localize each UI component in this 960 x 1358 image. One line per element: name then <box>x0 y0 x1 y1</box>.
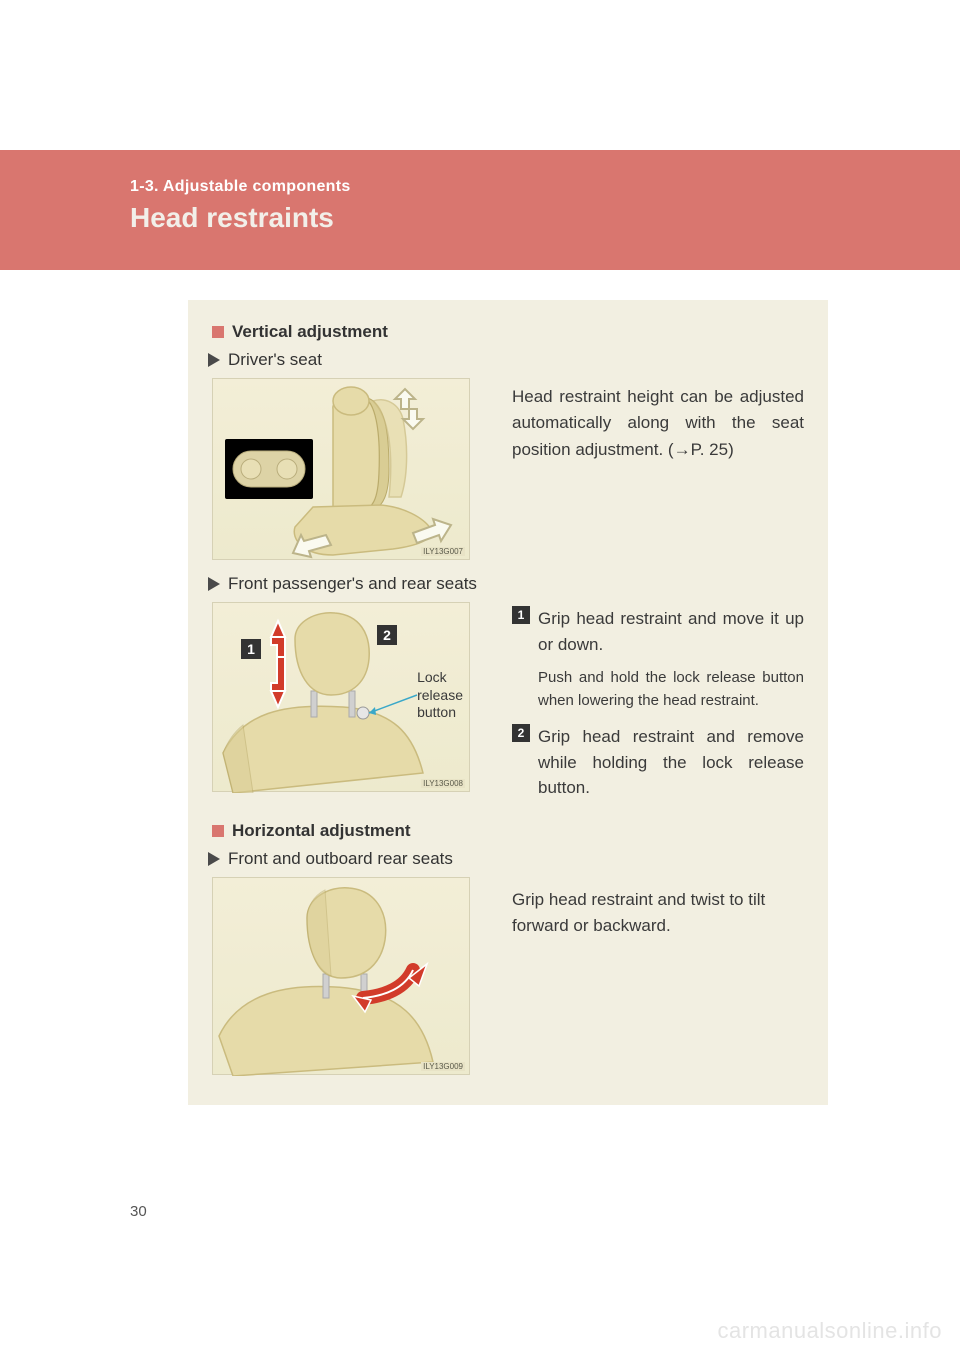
sub-driver-seat: Driver's seat <box>208 350 804 370</box>
illus-code-2: ILY13G008 <box>421 779 465 788</box>
svg-text:1: 1 <box>247 641 255 657</box>
illustration-driver-seat: ILY13G007 <box>212 378 470 560</box>
driver-seat-desc: Head restraint height can be adjusted au… <box>512 384 804 463</box>
sub-passenger-seat: Front passenger's and rear seats <box>208 574 804 594</box>
step-1: 1 Grip head restraint and move it up or … <box>512 606 804 712</box>
horizontal-desc: Grip head restraint and twist to tilt fo… <box>512 887 804 940</box>
step-1-sub: Push and hold the lock release button wh… <box>538 667 804 712</box>
square-bullet-icon <box>212 825 224 837</box>
horizontal-label: Front and outboard rear seats <box>228 849 453 869</box>
illus-code-3: ILY13G009 <box>421 1062 465 1071</box>
illustration-horizontal: ILY13G009 <box>212 877 470 1075</box>
passenger-seat-label: Front passenger's and rear seats <box>228 574 477 594</box>
step-1-text: Grip head restraint and move it up or do… <box>538 606 804 657</box>
driver-seat-svg <box>213 379 471 561</box>
step-badge-1: 1 <box>512 606 530 624</box>
heading-horizontal-text: Horizontal adjustment <box>232 821 411 841</box>
sub-horizontal: Front and outboard rear seats <box>208 849 804 869</box>
heading-horizontal: Horizontal adjustment <box>212 821 804 841</box>
svg-text:2: 2 <box>383 627 391 643</box>
triangle-bullet-icon <box>208 577 220 591</box>
triangle-bullet-icon <box>208 852 220 866</box>
step-2: 2 Grip head restraint and remove while h… <box>512 724 804 801</box>
page-title: Head restraints <box>130 196 960 234</box>
illustration-passenger-seat: 1 2 Lock release button ILY13G008 <box>212 602 470 792</box>
triangle-bullet-icon <box>208 353 220 367</box>
driver-seat-label: Driver's seat <box>228 350 322 370</box>
heading-vertical-text: Vertical adjustment <box>232 322 388 342</box>
horizontal-svg <box>213 878 471 1076</box>
step-badge-2: 2 <box>512 724 530 742</box>
section-label: 1-3. Adjustable components <box>130 150 960 196</box>
header-band: 1-3. Adjustable components Head restrain… <box>0 150 960 270</box>
illus-code-1: ILY13G007 <box>421 547 465 556</box>
content-panel: Vertical adjustment Driver's seat <box>188 300 828 1105</box>
watermark: carmanualsonline.info <box>717 1318 942 1344</box>
square-bullet-icon <box>212 326 224 338</box>
heading-vertical: Vertical adjustment <box>212 322 804 342</box>
step-2-text: Grip head restraint and remove while hol… <box>538 724 804 801</box>
lock-release-callout: Lock release button <box>417 669 463 722</box>
page-number: 30 <box>130 1203 147 1220</box>
